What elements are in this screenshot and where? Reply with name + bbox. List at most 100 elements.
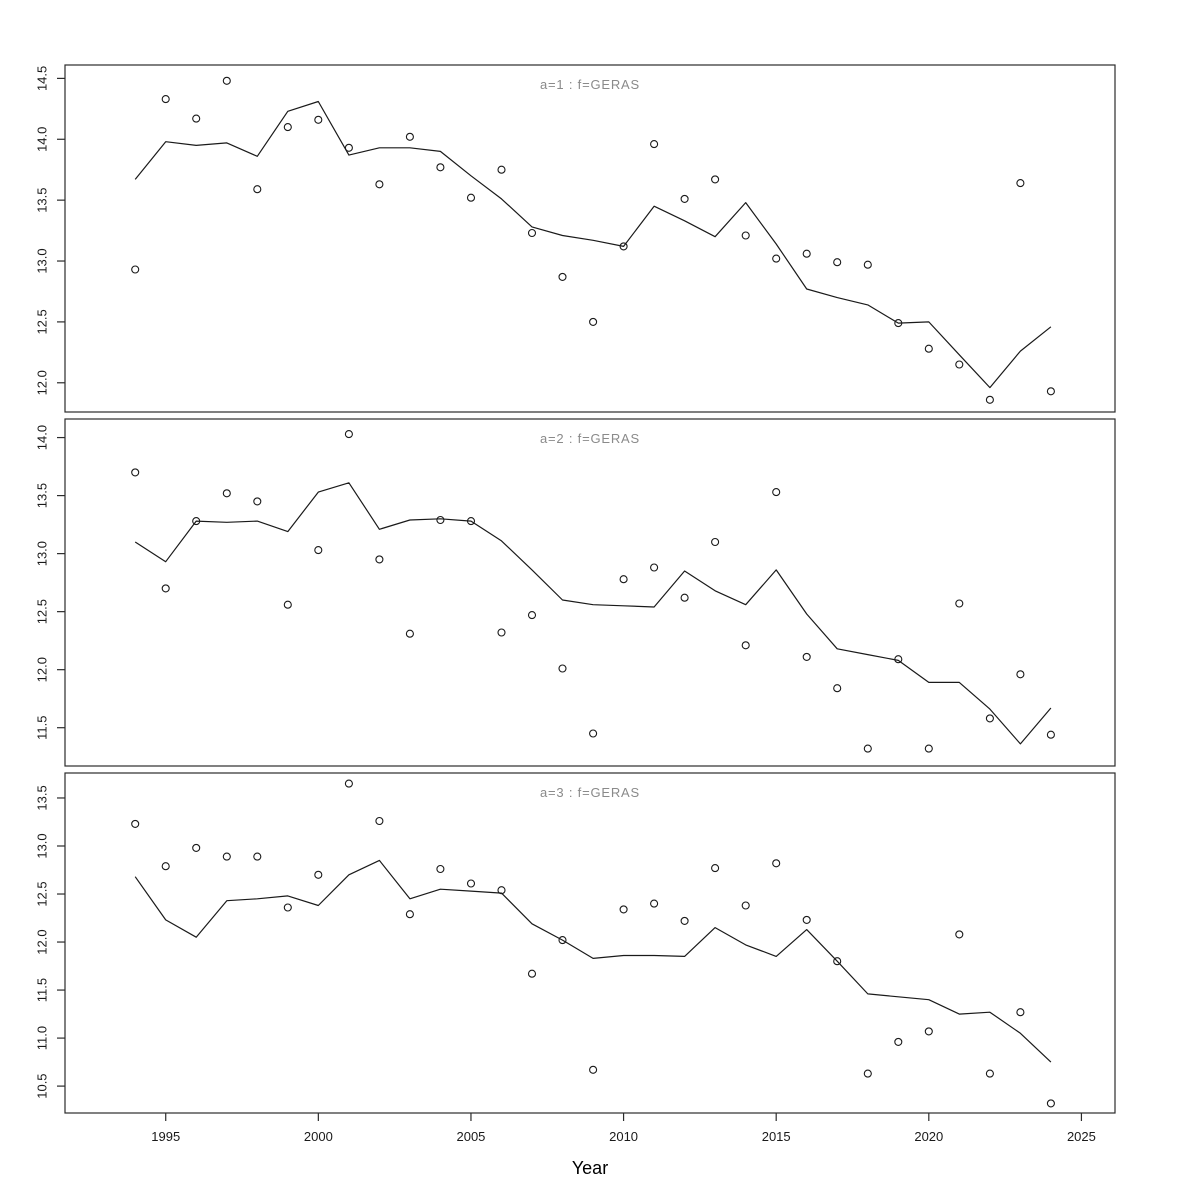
- panel-2-data-point-1998: [253, 497, 262, 506]
- y-tick-label: 13.5: [35, 483, 50, 508]
- panel-3-data-point-2012: [680, 916, 689, 925]
- panel-3-data-point-2023: [1016, 1008, 1025, 1017]
- panel-2-data-point-2014: [741, 641, 750, 650]
- panel-3-data-point-1997: [222, 852, 231, 861]
- panel-2-data-point-2003: [405, 629, 414, 638]
- panel-1-data-point-2015: [772, 254, 781, 263]
- panel-2-data-point-2021: [955, 599, 964, 608]
- panel-2-data-point-1997: [222, 489, 231, 498]
- x-tick-label: 2020: [914, 1129, 943, 1144]
- panel-1-strip-title: a=1 : f=GERAS: [539, 77, 640, 92]
- panel-2-data-point-2010: [619, 575, 628, 584]
- panel-3-data-point-1998: [253, 852, 262, 861]
- panel-2-data-point-1996: [192, 517, 201, 526]
- panel-2-data-point-1999: [283, 600, 292, 609]
- panel-2-data-point-2016: [802, 652, 811, 661]
- panel-3-data-point-2004: [436, 864, 445, 874]
- panel-3-data-point-2014: [741, 901, 750, 910]
- panel-3-data-point-2011: [650, 899, 659, 908]
- y-tick-label: 13.0: [35, 833, 50, 858]
- panel-3-data-point-2024: [1046, 1099, 1055, 1108]
- y-tick-label: 12.0: [35, 370, 50, 395]
- panel-1-data-point-2004: [436, 163, 445, 172]
- panel-2-strip-title: a=2 : f=GERAS: [539, 431, 640, 446]
- panel-2-data-point-2020: [924, 744, 933, 753]
- panel-1-data-point-2023: [1016, 179, 1025, 188]
- panel-2-data-point-2000: [314, 546, 323, 555]
- panel-2-fitted-line: [134, 482, 1052, 745]
- panel-1-data-point-1995: [161, 95, 170, 104]
- panel-3-data-point-2017: [833, 957, 842, 966]
- panel-3-data-point-2001: [344, 779, 353, 788]
- y-tick-label: 12.5: [35, 881, 50, 906]
- y-tick-label: 12.0: [35, 657, 50, 682]
- panel-1-data-point-1998: [253, 185, 262, 194]
- y-tick-label: 11.5: [35, 716, 50, 740]
- panel-2-data-point-1995: [161, 584, 170, 593]
- panel-2-data-point-2018: [863, 744, 872, 753]
- panel-2-data-point-2017: [833, 684, 842, 693]
- panel-2-data-point-2019: [894, 655, 903, 664]
- panel-3-strip-title: a=3 : f=GERAS: [539, 785, 640, 800]
- panel-3-data-point-2007: [527, 969, 537, 978]
- panel-1: 12.0 12.5 13.0 13.5 14.0 14.5: [35, 64, 1116, 413]
- panel-3-data-point-1995: [161, 862, 170, 871]
- panel-3-data-point-1996: [192, 843, 201, 852]
- panel-3-data-point-2002: [375, 816, 384, 826]
- y-tick-label: 14.5: [35, 66, 50, 91]
- y-tick-label: 13.5: [35, 785, 50, 810]
- y-tick-label: 13.5: [35, 187, 50, 212]
- panel-2-data-point-2011: [650, 563, 659, 572]
- y-tick-label: 12.5: [35, 599, 50, 624]
- panel-3-data-point-2009: [589, 1065, 598, 1074]
- y-tick-label: 14.0: [35, 127, 50, 152]
- panel-1-data-point-2022: [985, 395, 994, 404]
- panel-3-data-point-2022: [985, 1069, 994, 1078]
- panel-1-data-point-2009: [589, 317, 598, 326]
- panel-1-data-point-2008: [558, 272, 567, 281]
- x-tick-label: 2015: [762, 1129, 791, 1144]
- panel-3-data-point-2013: [711, 864, 720, 873]
- panel-3-data-point-2020: [924, 1027, 933, 1036]
- panel-2-data-point-2008: [558, 664, 567, 673]
- panel-2-data-point-2023: [1016, 670, 1025, 679]
- panel-2: 11.5 12.0 12.5 13.0 13.5 14.0: [35, 418, 1116, 767]
- y-tick-label: 11.5: [35, 978, 50, 1002]
- x-tick-label: 2010: [609, 1129, 638, 1144]
- panel-1-data-point-2005: [466, 193, 476, 202]
- panel-1-data-point-2003: [405, 132, 414, 141]
- panel-2-data-point-2002: [375, 555, 384, 564]
- panel-3-data-point-2018: [863, 1069, 872, 1078]
- y-tick-label: 13.0: [35, 248, 50, 273]
- panel-3-data-point-2016: [802, 915, 811, 924]
- panel-3-fitted-line: [134, 859, 1052, 1063]
- panel-3-data-point-2003: [405, 910, 414, 919]
- y-tick-label: 12.0: [35, 929, 50, 954]
- panel-1-data-point-2024: [1046, 387, 1055, 396]
- panel-1-data-point-1996: [192, 114, 201, 123]
- panel-1-fitted-line: [134, 100, 1052, 389]
- y-tick-label: 10.5: [35, 1073, 50, 1098]
- panel-2-data-point-2012: [680, 593, 689, 602]
- y-tick-label: 14.0: [35, 425, 50, 450]
- panel-3-data-point-2006: [497, 886, 506, 895]
- x-tick-label: 2025: [1067, 1129, 1096, 1144]
- panel-1-data-point-2002: [375, 180, 384, 189]
- panel-1-data-point-2019: [894, 319, 903, 328]
- x-tick-label: 2005: [456, 1129, 485, 1144]
- panel-3-data-point-2010: [619, 905, 628, 914]
- panel-3-data-point-2021: [955, 930, 964, 939]
- panel-3-data-point-2000: [314, 870, 323, 879]
- panel-1-data-point-1997: [222, 76, 231, 85]
- y-tick-label: 13.0: [35, 541, 50, 566]
- panel-3-data-point-2019: [894, 1037, 903, 1046]
- panel-2-data-point-2007: [527, 611, 537, 620]
- panel-1-data-point-2021: [955, 360, 964, 369]
- panel-1-data-point-2001: [344, 143, 353, 152]
- panel-2-data-point-2005: [466, 517, 476, 526]
- panel-1-data-point-2017: [833, 258, 842, 267]
- panel-2-data-point-2001: [344, 430, 353, 439]
- panel-2-data-point-2022: [985, 714, 994, 723]
